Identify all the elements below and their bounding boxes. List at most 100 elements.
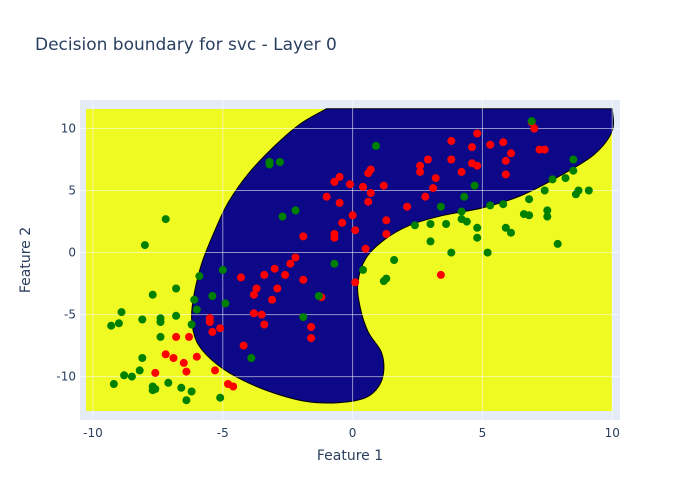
data-point-red <box>540 145 549 154</box>
data-point-red <box>330 177 339 186</box>
data-point-red <box>351 278 360 287</box>
data-point-green <box>442 220 451 228</box>
data-point-red <box>447 155 456 164</box>
data-point-red <box>237 273 245 282</box>
tick-layer: -10 -5 0 5 10 -10 -5 0 5 10 <box>56 122 619 440</box>
x-tick-label: -5 <box>217 426 229 440</box>
data-point-red <box>416 167 425 176</box>
data-point-red <box>286 259 295 268</box>
data-point-red <box>447 136 456 145</box>
data-point-green <box>117 308 126 317</box>
data-point-green <box>569 166 578 175</box>
data-point-red <box>229 382 238 391</box>
data-point-green <box>192 305 201 314</box>
x-tick-label: 0 <box>349 426 357 440</box>
data-point-green <box>148 386 157 395</box>
data-point-green <box>330 259 339 268</box>
y-tick-label: 0 <box>68 246 76 260</box>
data-point-green <box>216 393 225 402</box>
data-point-green <box>148 290 157 299</box>
data-point-green <box>187 387 196 396</box>
data-point-green <box>109 380 118 388</box>
data-point-green <box>278 212 287 221</box>
data-point-green <box>127 372 136 381</box>
data-point-green <box>379 277 388 286</box>
data-point-green <box>473 233 482 242</box>
data-point-green <box>460 192 469 201</box>
data-point-red <box>192 352 201 361</box>
data-point-green <box>291 206 300 215</box>
data-point-red <box>281 270 290 279</box>
x-axis-title: Feature 1 <box>317 448 383 464</box>
data-point-red <box>486 140 495 149</box>
data-point-red <box>364 197 373 206</box>
data-point-red <box>211 366 219 375</box>
data-point-red <box>364 169 373 178</box>
data-point-red <box>335 198 344 207</box>
data-point-red <box>260 320 269 329</box>
data-point-green <box>164 378 173 387</box>
x-tick-label: 5 <box>479 426 487 440</box>
data-point-green <box>177 383 186 392</box>
data-point-red <box>260 270 269 279</box>
data-point-red <box>291 253 300 262</box>
data-point-red <box>348 211 357 220</box>
data-point-red <box>379 181 388 190</box>
data-point-red <box>161 350 170 359</box>
data-point-red <box>205 318 214 326</box>
y-tick-label: -10 <box>56 370 76 384</box>
data-point-red <box>182 367 191 376</box>
data-point-green <box>275 158 284 166</box>
data-point-red <box>468 159 476 168</box>
data-point-red <box>499 138 508 147</box>
data-point-red <box>216 324 225 333</box>
data-point-green <box>525 211 534 220</box>
data-point-red <box>322 192 331 201</box>
data-point-red <box>507 149 515 158</box>
data-point-green <box>473 223 482 232</box>
data-point-green <box>107 321 116 330</box>
data-point-red <box>423 155 432 164</box>
data-point-red <box>473 129 482 138</box>
data-point-red <box>172 332 181 341</box>
data-point-red <box>179 358 188 367</box>
data-point-green <box>499 200 508 209</box>
data-point-red <box>249 309 258 318</box>
data-point-green <box>187 320 196 329</box>
data-point-green <box>182 396 191 405</box>
data-point-green <box>561 174 570 183</box>
data-point-green <box>457 207 466 216</box>
data-point-red <box>268 295 277 304</box>
data-point-red <box>257 310 266 319</box>
data-point-red <box>249 290 258 299</box>
data-point-red <box>359 182 367 191</box>
data-point-red <box>416 161 425 170</box>
data-point-green <box>410 221 419 230</box>
data-point-red <box>299 275 308 284</box>
data-point-green <box>265 160 274 169</box>
data-point-green <box>172 311 181 320</box>
data-point-green <box>462 217 471 226</box>
data-point-green <box>221 299 230 308</box>
data-point-green <box>195 272 204 281</box>
data-point-green <box>138 354 147 362</box>
data-point-red <box>361 244 370 253</box>
decision-region-layer <box>86 108 615 411</box>
x-tick-label: -10 <box>83 426 103 440</box>
data-point-green <box>140 241 149 250</box>
data-point-green <box>359 265 367 274</box>
grid-layer <box>80 100 620 420</box>
data-point-red <box>351 226 360 235</box>
data-point-red <box>421 192 430 201</box>
points-layer <box>107 117 593 405</box>
y-tick-label: -5 <box>64 308 76 322</box>
data-point-green <box>208 292 217 300</box>
data-point-green <box>507 228 515 237</box>
data-point-green <box>553 239 562 248</box>
data-point-red <box>501 170 510 179</box>
data-point-green <box>574 186 583 195</box>
data-point-red <box>307 323 316 331</box>
data-point-red <box>403 202 412 211</box>
data-point-green <box>543 206 552 215</box>
